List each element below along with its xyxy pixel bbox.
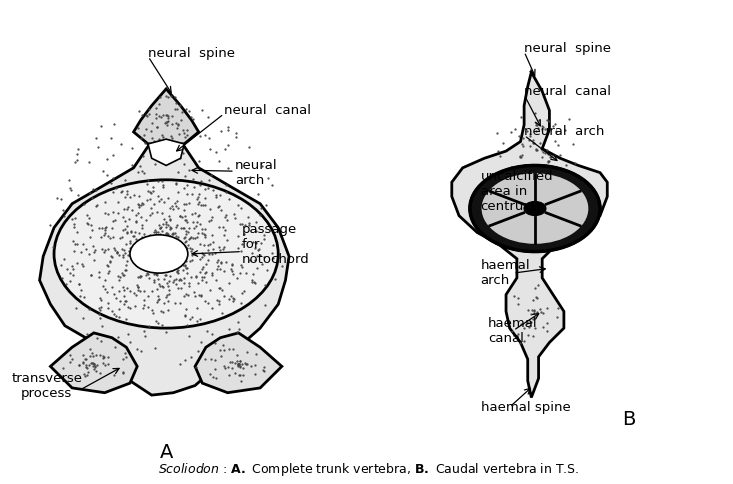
Text: $\it{Scoliodon}$ : $\bf{A.}$ Complete trunk vertebra, $\bf{B.}$ Caudal vertebra : $\it{Scoliodon}$ : $\bf{A.}$ Complete tr… bbox=[158, 461, 579, 478]
Polygon shape bbox=[51, 333, 137, 393]
Text: neural
arch: neural arch bbox=[235, 159, 278, 187]
Text: haemal
arch: haemal arch bbox=[481, 259, 531, 287]
Text: neural  arch: neural arch bbox=[524, 125, 605, 138]
Text: neural  canal: neural canal bbox=[524, 85, 611, 98]
Circle shape bbox=[54, 180, 279, 328]
Text: neural  spine: neural spine bbox=[148, 46, 235, 60]
Circle shape bbox=[482, 173, 589, 244]
Text: transverse
process: transverse process bbox=[11, 372, 82, 399]
Text: passage
for
notochord: passage for notochord bbox=[242, 223, 310, 266]
Text: haemal spine: haemal spine bbox=[481, 401, 570, 413]
Text: uncalcified
area in
centrum: uncalcified area in centrum bbox=[481, 170, 553, 213]
Circle shape bbox=[130, 235, 188, 273]
Text: A: A bbox=[160, 443, 173, 462]
Polygon shape bbox=[195, 333, 282, 393]
Text: haemal
canal: haemal canal bbox=[488, 317, 537, 345]
Circle shape bbox=[470, 166, 600, 252]
Polygon shape bbox=[40, 89, 289, 395]
Text: B: B bbox=[622, 409, 636, 428]
Polygon shape bbox=[452, 72, 607, 397]
Circle shape bbox=[523, 201, 547, 216]
Text: neural  spine: neural spine bbox=[524, 42, 611, 55]
Text: neural  canal: neural canal bbox=[224, 104, 311, 117]
Polygon shape bbox=[148, 139, 184, 166]
Polygon shape bbox=[133, 89, 199, 144]
